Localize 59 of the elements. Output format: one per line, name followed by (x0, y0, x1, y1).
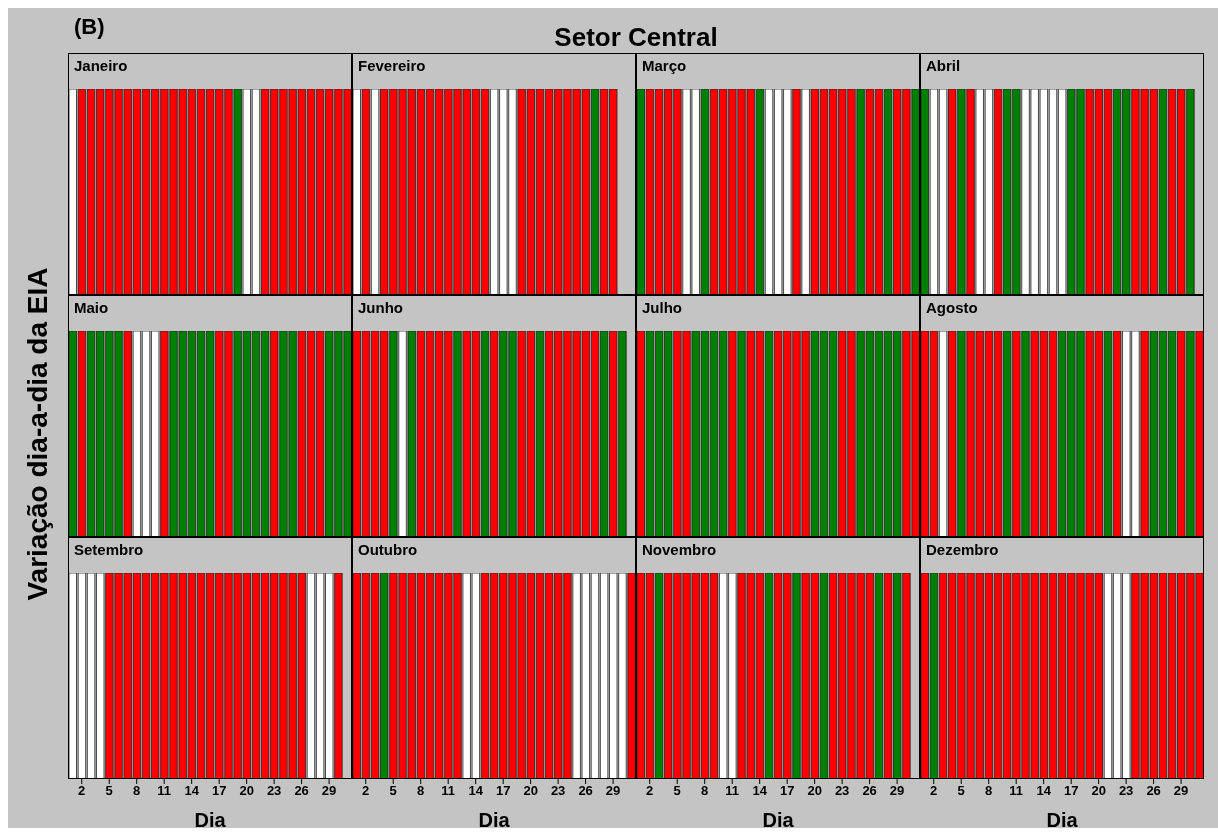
x-axis-title: Dia (478, 809, 511, 831)
x-tick-label: 11 (441, 783, 456, 799)
x-tick-label: 29 (889, 783, 905, 799)
x-tick-label: 17 (495, 783, 511, 799)
x-tick-label: 5 (105, 783, 113, 799)
x-tick-label: 20 (1091, 783, 1106, 799)
x-axis-title: Dia (762, 809, 795, 831)
chart-title: Outubro (358, 541, 418, 558)
text: (B) (74, 14, 105, 40)
x-tick-label: 26 (578, 783, 593, 799)
x-tick-label: 17 (779, 783, 795, 799)
x-tick-label: 23 (834, 783, 850, 799)
x-tick-label: 11 (1009, 783, 1024, 799)
x-tick-label: 29 (321, 783, 337, 799)
x-tick-label: 20 (807, 783, 822, 799)
x-tick-label: 23 (1118, 783, 1134, 799)
x-tick-label: 5 (673, 783, 681, 799)
chart-title: Agosto (926, 299, 978, 316)
x-tick-label: 11 (157, 783, 172, 799)
x-tick-label: 14 (468, 783, 484, 799)
x-tick-label: 8 (701, 783, 709, 799)
x-tick-label: 23 (266, 783, 282, 799)
x-tick-label: 29 (1173, 783, 1189, 799)
x-tick-label: 17 (211, 783, 227, 799)
x-tick-label: 20 (523, 783, 538, 799)
x-tick-label: 2 (362, 783, 370, 799)
chart-title: Maio (74, 299, 109, 316)
chart-title: Janeiro (74, 57, 128, 74)
y-axis-title: Variação dia-a-dia da EIA (22, 266, 54, 603)
x-tick-label: 5 (957, 783, 965, 799)
chart-title: Novembro (642, 541, 717, 558)
x-tick-label: 8 (985, 783, 993, 799)
x-tick-label: 11 (725, 783, 740, 799)
x-axis-title: Dia (1046, 809, 1079, 831)
x-tick-label: 2 (78, 783, 86, 799)
x-tick-label: 5 (389, 783, 397, 799)
x-tick-label: 26 (294, 783, 309, 799)
chart-title: Dezembro (926, 541, 999, 558)
x-tick-label: 2 (930, 783, 938, 799)
x-tick-label: 14 (1036, 783, 1052, 799)
chart-title: Julho (642, 299, 682, 316)
x-tick-label: 17 (1063, 783, 1079, 799)
chart-title: Abril (926, 57, 961, 74)
chart-title: Setembro (74, 541, 144, 558)
x-axis-title: Dia (194, 809, 227, 831)
x-tick-label: 2 (646, 783, 654, 799)
chart-title: Março (642, 57, 687, 74)
x-tick-label: 14 (184, 783, 200, 799)
x-tick-label: 29 (605, 783, 621, 799)
x-tick-label: 23 (550, 783, 566, 799)
x-tick-label: 8 (133, 783, 141, 799)
x-tick-label: 26 (1146, 783, 1161, 799)
x-tick-label: 14 (752, 783, 768, 799)
chart-title: Fevereiro (358, 57, 426, 74)
text: Setor Central (554, 22, 718, 52)
x-tick-label: 20 (239, 783, 254, 799)
chart-title: Junho (358, 299, 403, 316)
x-tick-label: 8 (417, 783, 425, 799)
x-tick-label: 26 (862, 783, 877, 799)
